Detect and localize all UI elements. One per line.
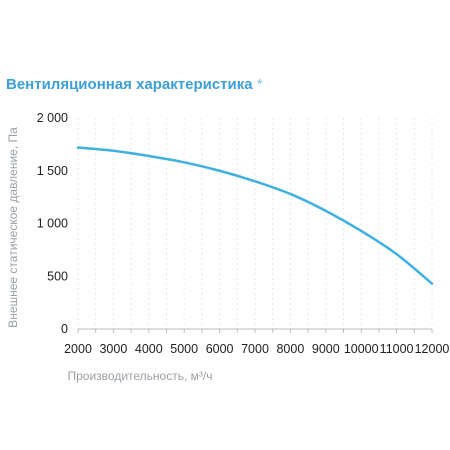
y-tick-label: 0 bbox=[61, 322, 68, 336]
x-tick-labels: 2000 3000 4000 5000 6000 7000 8000 9000 10000 110… bbox=[64, 342, 449, 356]
y-tick-label: 1 000 bbox=[37, 217, 68, 231]
x-tick-label: 3000 bbox=[99, 342, 127, 356]
x-tick-label: 6000 bbox=[206, 342, 234, 356]
x-tick-label: 5000 bbox=[170, 342, 198, 356]
y-tick-label: 1 500 bbox=[37, 164, 68, 178]
x-tick-label: 11000 bbox=[380, 342, 414, 356]
y-axis-label: Внешнее статическое давление, Па bbox=[6, 127, 20, 328]
x-tick-label: 8000 bbox=[276, 342, 304, 356]
y-tick-label: 2 000 bbox=[37, 111, 68, 125]
x-tick-label: 7000 bbox=[241, 342, 269, 356]
x-tick-label: 9000 bbox=[312, 342, 340, 356]
chart-title: Вентиляционная характеристика * bbox=[6, 76, 263, 93]
y-tick-labels: 0 500 1 000 1 500 2 000 bbox=[37, 111, 68, 336]
x-tick-label: 10000 bbox=[344, 342, 379, 356]
x-tick-label: 12000 bbox=[415, 342, 450, 356]
x-tick-label: 4000 bbox=[135, 342, 163, 356]
x-tick-label: 2000 bbox=[64, 342, 92, 356]
x-axis-label: Производительность, м³/ч bbox=[68, 369, 213, 383]
axes bbox=[77, 328, 433, 333]
series-layer bbox=[76, 146, 434, 285]
series-line bbox=[76, 146, 434, 285]
chart-title-text: Вентиляционная характеристика bbox=[6, 76, 253, 93]
grid bbox=[77, 118, 433, 329]
y-tick-label: 500 bbox=[47, 269, 68, 283]
chart-title-mark: * bbox=[256, 76, 263, 93]
